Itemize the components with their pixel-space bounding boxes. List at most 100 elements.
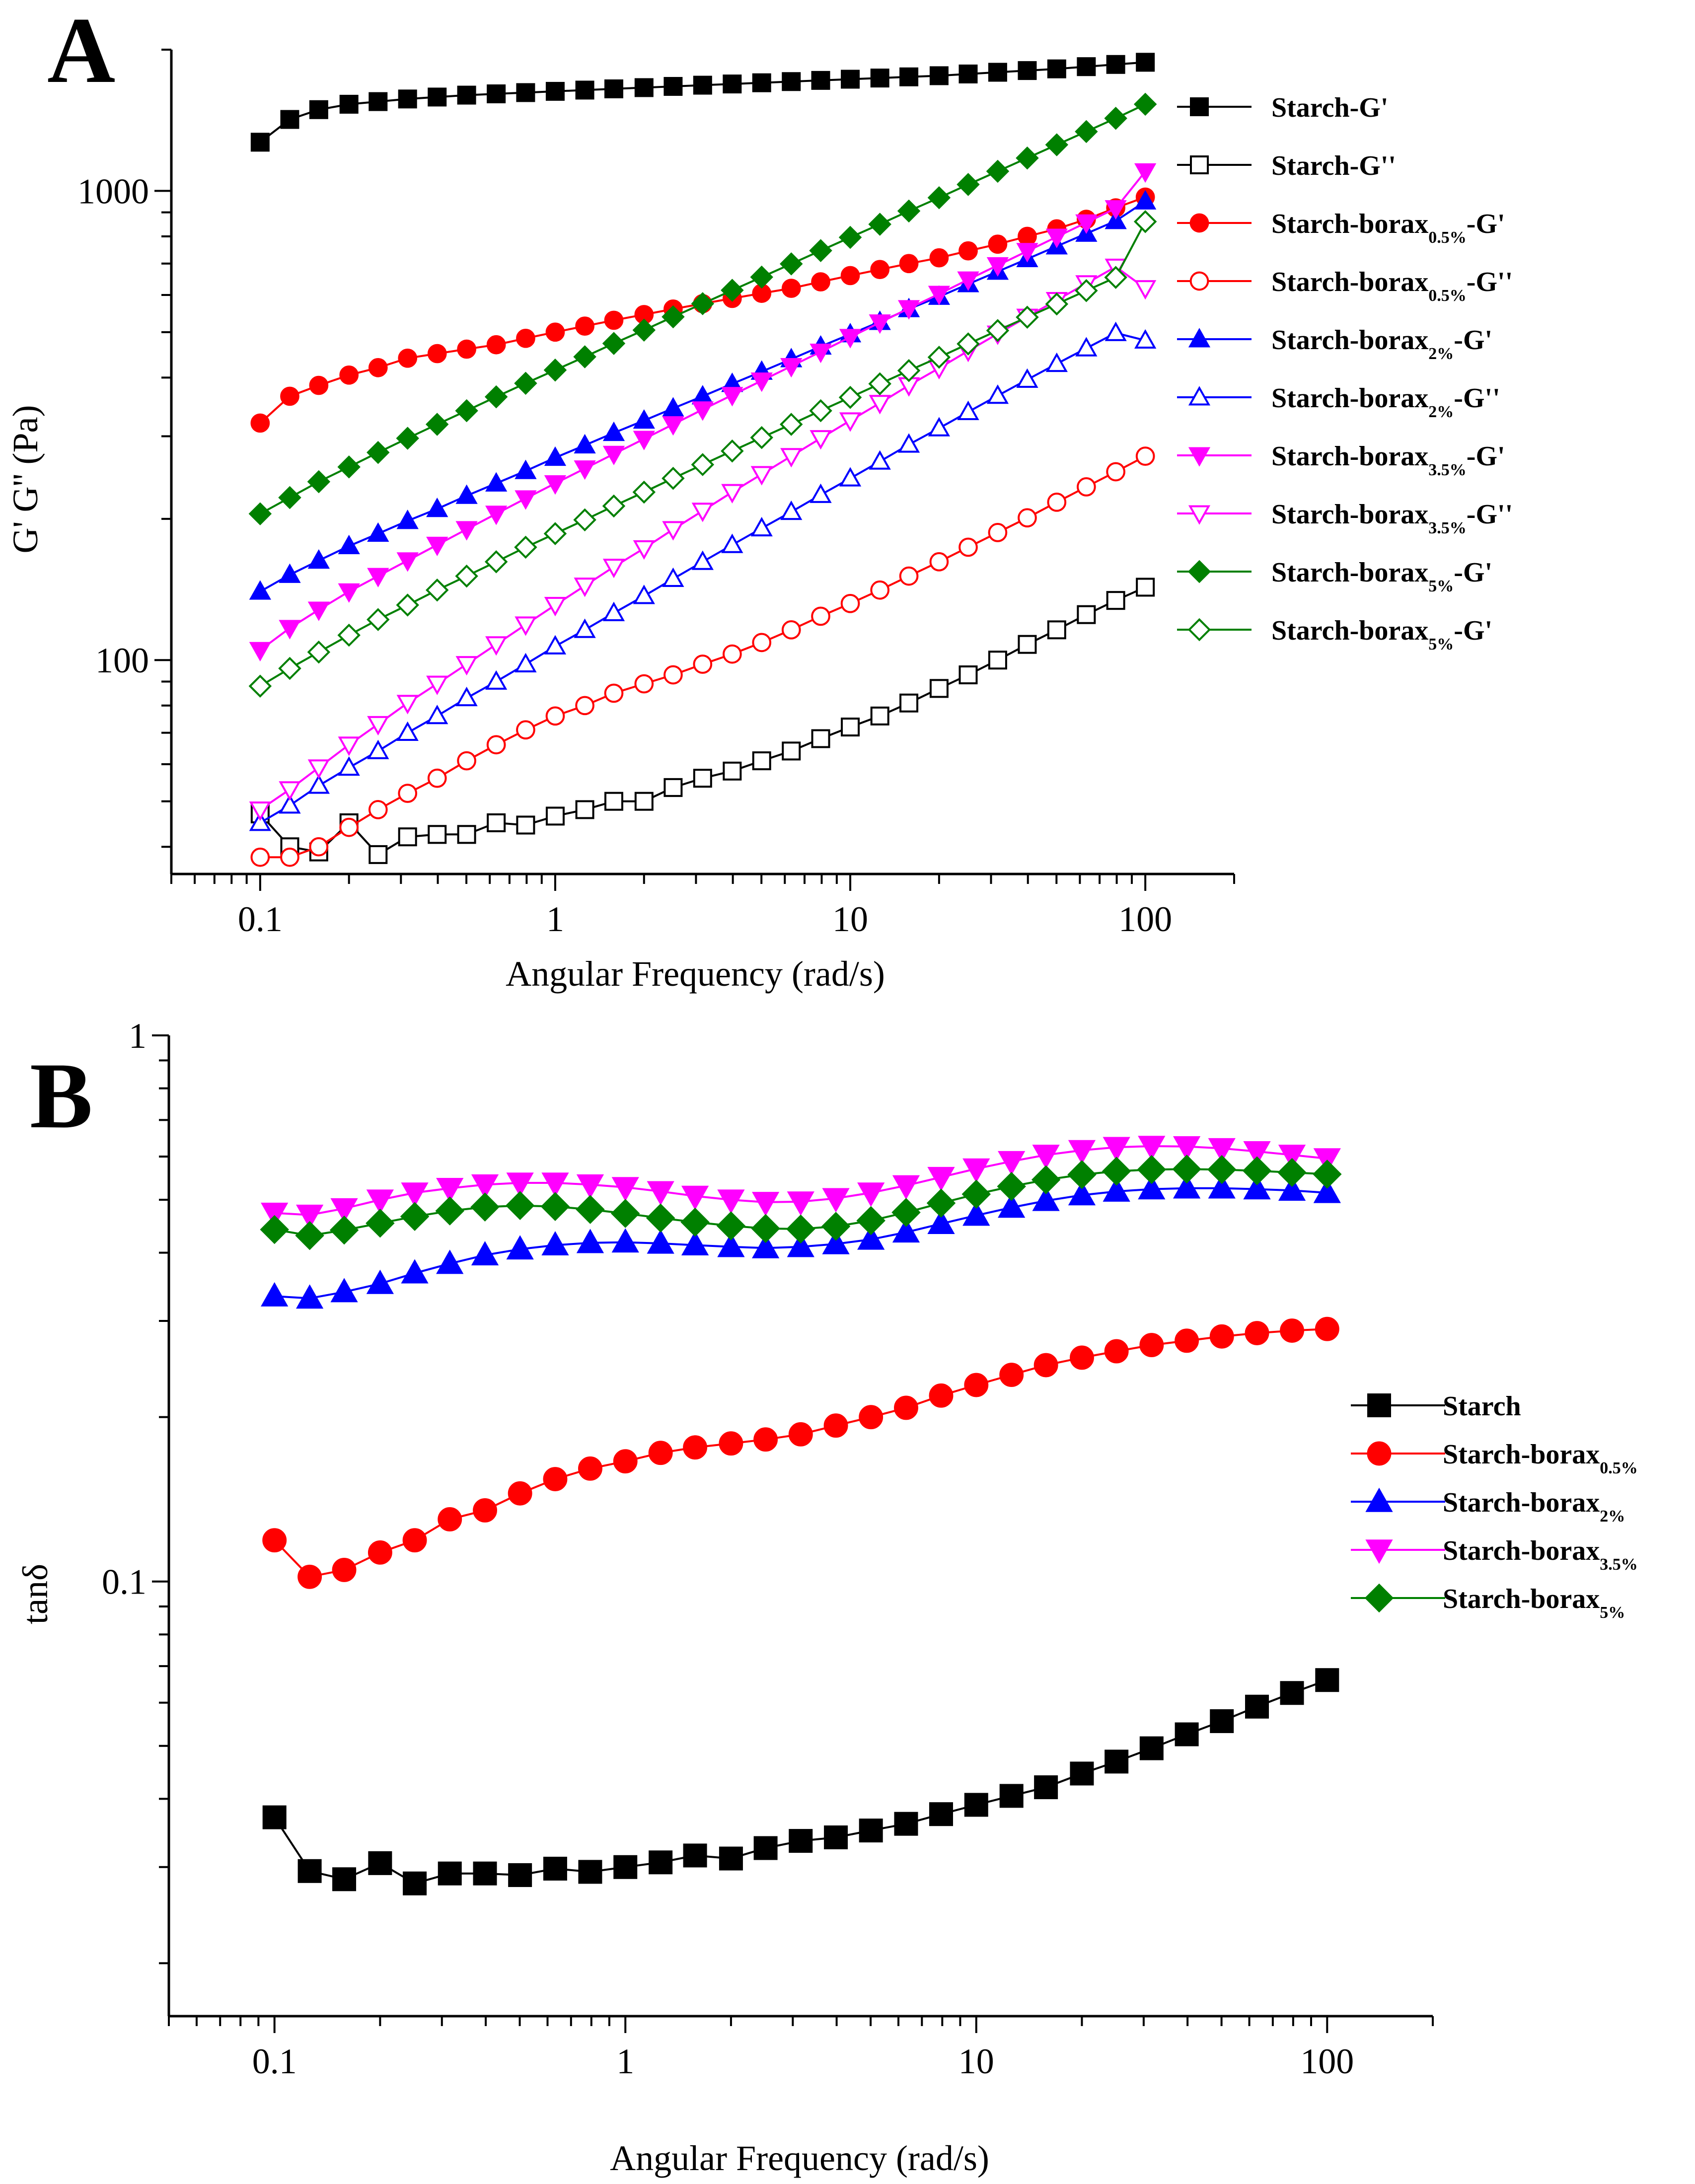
panel-b-x-tick-label: 10 [958,2041,994,2081]
legend-marker [1187,560,1211,583]
panel-a-data-point [1134,280,1157,300]
legend-label: Starch-G' [1271,92,1388,123]
panel-b-data-point [1137,1155,1167,1184]
panel-a-data-point [339,94,359,114]
panel-a-data-point [545,706,565,726]
panel-a-data-point [1106,462,1125,482]
panel-a-data-point [988,63,1007,82]
panel-a-data-point [573,508,596,532]
panel-b-legend-item: Starch [1351,1391,1521,1422]
panel-a-data-point [929,248,949,268]
panel-a-data-point [691,503,714,522]
panel-a-data-point [485,670,508,690]
panel-b-data-point [719,1846,743,1871]
panel-b-data-point [1068,1140,1096,1165]
panel-a-data-point [810,343,832,364]
panel-a-data-point [543,522,567,545]
panel-b-data-point [400,1202,430,1231]
panel-a-data-point [368,845,388,864]
panel-b-data-point [717,1189,745,1214]
panel-a-data-point [1104,106,1127,130]
panel-b-data-point [823,1413,848,1438]
panel-a-data-point [988,523,1008,542]
panel-a-data-point [516,815,535,835]
panel-b-data-point [786,1214,815,1244]
panel-b-data-point [1102,1157,1131,1186]
panel-b-data-point [330,1278,358,1303]
panel-a-data-point [280,386,299,406]
panel-b-data-point [1175,1722,1199,1747]
panel-a-data-point [811,606,830,626]
panel-b-data-point [295,1204,324,1229]
panel-b-data-point [787,1233,814,1257]
panel-a-data-point [750,426,773,449]
panel-b-data-point [611,1228,639,1253]
panel-b-data-point [1139,1736,1164,1760]
panel-a-data-point [338,756,360,776]
panel-a-data-point [1075,337,1098,357]
panel-a-data-point [1047,59,1066,78]
panel-b-data-point [894,1812,918,1836]
panel-a-x-tick-label: 1 [546,899,564,939]
panel-a-data-point [928,286,951,305]
panel-a-data-point [810,430,832,450]
panel-a-data-point [693,75,712,95]
panel-a-data-point [1133,92,1157,116]
panel-a-data-point [929,552,949,572]
panel-a-data-point [396,721,419,741]
panel-a-data-point [457,751,476,771]
panel-b-data-point [892,1218,920,1243]
panel-b-data-point [1242,1156,1272,1185]
panel-a-data-point [338,534,360,555]
panel-a-data-point [780,252,803,276]
panel-a-data-point [780,413,803,436]
panel-a-data-point [897,199,921,223]
panel-a-data-point [869,450,891,470]
panel-a-data-point [368,800,388,819]
panel-b-data-point [1278,1176,1306,1201]
panel-a-data-point [602,494,626,518]
panel-a-data-point [1018,226,1037,246]
panel-a-data-point [1105,321,1127,341]
panel-b-data-point [1245,1321,1269,1345]
panel-a-data-point [457,339,476,359]
legend-marker [1365,1539,1393,1564]
panel-a-legend-item: Starch-G'' [1177,150,1396,181]
panel-b-data-point [1103,1137,1130,1162]
panel-a-data-point [514,371,537,395]
panel-b-data-point [1315,1316,1339,1341]
panel-a-data-point [278,656,301,680]
panel-a-data-point [514,535,537,559]
panel-a-data-point [1075,214,1098,234]
panel-a-data-point [1045,292,1069,316]
panel-b-data-point [1103,1177,1130,1202]
panel-b-data-point [435,1196,464,1226]
panel-a-data-point [988,651,1007,670]
panel-a-data-point [338,583,360,603]
panel-b-data-point [962,1158,990,1183]
panel-a-data-point [750,516,773,537]
panel-a-data-point [484,550,508,574]
panel-a-data-point [309,100,328,119]
panel-a-data-point [691,292,715,315]
panel-a-data-point [1134,190,1157,210]
panel-a-data-point [248,674,272,698]
panel-a-legend-item: Starch-borax0.5%-G'' [1177,267,1513,305]
panel-a-data-point [780,358,803,378]
panel-a-data-point [515,616,537,636]
panel-a-data-point [545,81,565,101]
panel-a-data-point [958,665,978,685]
panel-b-data-point [857,1225,885,1250]
panel-a-data-point [986,384,1009,404]
panel-b-data-point [822,1188,850,1213]
panel-b-legend-item: Starch-borax2% [1351,1487,1625,1526]
panel-a-data-point [752,73,771,92]
panel-a-legend-item: Starch-borax5%-G' [1177,615,1492,654]
panel-a-data-point [516,720,535,740]
panel-b-data-point [821,1212,851,1241]
panel-a-data-point [337,455,361,479]
panel-b-series-starch [262,1668,1339,1895]
panel-b-data-point [508,1481,532,1506]
panel-b-data-point [789,1829,813,1853]
